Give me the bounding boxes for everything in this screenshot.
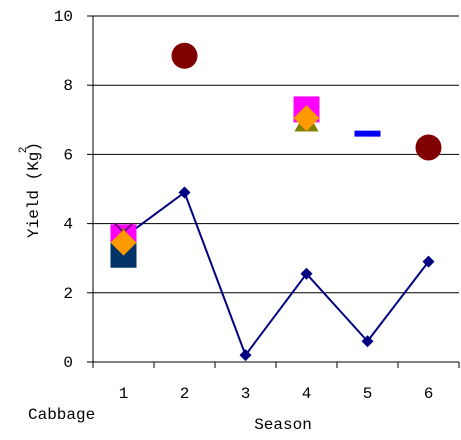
line-point	[422, 255, 435, 268]
series-0	[117, 186, 435, 362]
line-point	[239, 349, 252, 362]
crop-note: Cabbage	[28, 406, 95, 424]
line-point	[178, 186, 191, 199]
line-point	[300, 267, 313, 280]
x-tick-label: 6	[424, 385, 434, 403]
series-1	[171, 42, 442, 161]
gridlines	[93, 15, 459, 294]
x-tick-label: 1	[119, 385, 129, 403]
x-tick-label: 5	[363, 385, 373, 403]
y-axis-title-superscript: 2	[18, 147, 30, 154]
circle-marker	[171, 42, 198, 69]
dash-marker	[354, 130, 381, 137]
series-7	[110, 105, 320, 256]
series-line	[122, 190, 430, 358]
x-tick-label: 4	[302, 385, 312, 403]
y-tick-label: 6	[63, 146, 73, 164]
line-point	[361, 335, 374, 348]
axes	[87, 15, 460, 368]
circle-marker	[415, 134, 442, 161]
y-axis-title: Yield (Kg)	[25, 142, 43, 238]
y-tick-label: 0	[63, 354, 73, 372]
series-2	[110, 96, 320, 251]
x-tick-label: 2	[180, 385, 190, 403]
y-tick-label: 2	[63, 285, 73, 303]
data-series	[110, 42, 442, 362]
y-tick-label: 8	[63, 77, 73, 95]
x-tick-label: 3	[241, 385, 251, 403]
y-tick-label: 10	[54, 8, 73, 26]
diamond-marker	[110, 229, 137, 256]
x-axis-title: Season	[254, 416, 312, 434]
series-6	[354, 130, 381, 137]
series-3	[111, 109, 319, 250]
y-tick-label: 4	[63, 216, 73, 234]
diamond-marker	[293, 105, 320, 132]
